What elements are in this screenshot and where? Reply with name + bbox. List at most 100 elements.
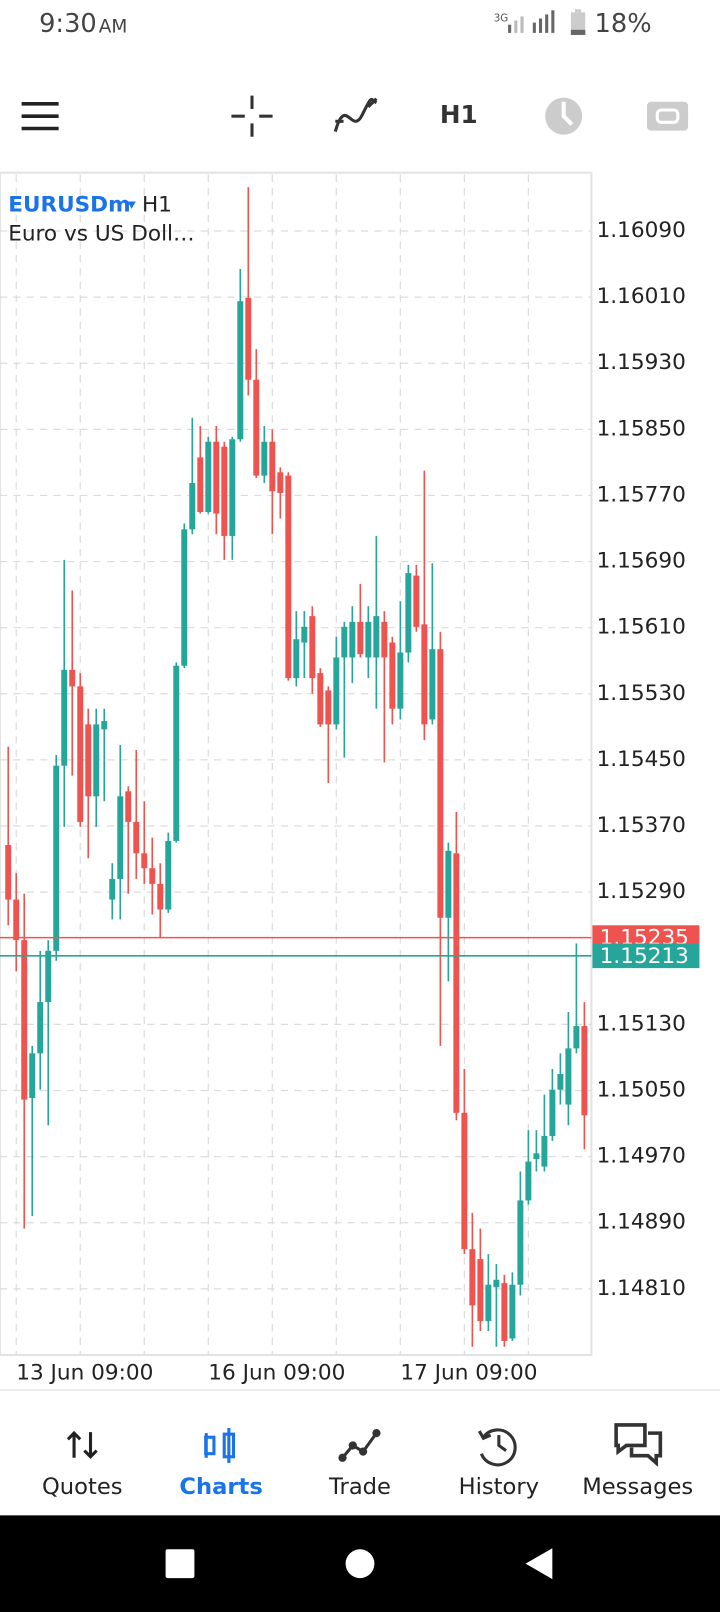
charts-icon — [204, 1427, 236, 1463]
crosshair-button[interactable] — [231, 95, 273, 137]
bottom-nav: Quotes Charts Trade History Messages — [42, 1474, 693, 1500]
candle-body — [525, 1161, 532, 1201]
candle-body — [541, 1135, 548, 1167]
candle-body — [429, 649, 436, 720]
y-tick-label: 1.15370 — [597, 813, 686, 838]
candle-body — [205, 441, 212, 512]
y-tick-label: 1.15450 — [597, 747, 686, 772]
candle-body — [157, 883, 164, 910]
candle-body — [325, 690, 332, 725]
candle-body — [165, 840, 172, 910]
candle-body — [93, 724, 100, 797]
candle-body — [333, 657, 340, 725]
candle-body — [85, 724, 92, 797]
candle-body — [493, 1279, 500, 1288]
symbol-dropdown[interactable] — [127, 201, 136, 209]
nav-label[interactable]: Quotes — [42, 1474, 123, 1500]
candle-body — [269, 441, 276, 492]
candle-body — [181, 529, 188, 666]
y-tick-label: 1.15130 — [597, 1011, 686, 1036]
quotes-icon — [66, 1430, 98, 1459]
trade-button[interactable] — [646, 101, 689, 131]
candle-body — [229, 439, 236, 536]
status-time: 9:30 — [39, 9, 97, 39]
candle-body — [381, 621, 388, 658]
candle-body — [549, 1089, 556, 1136]
candle-body — [173, 665, 180, 841]
candle-body — [149, 868, 156, 884]
y-tick-label: 1.15770 — [597, 482, 686, 507]
candle-body — [245, 297, 252, 380]
candle-body — [365, 621, 372, 658]
candle-body — [141, 853, 148, 869]
candle-body — [101, 721, 108, 730]
candle-body — [221, 446, 228, 536]
x-tick-label: 13 Jun 09:00 — [16, 1360, 153, 1385]
y-tick-label: 1.14970 — [597, 1144, 686, 1169]
price-label: 1.15213 — [600, 944, 689, 969]
candle-body — [77, 686, 84, 822]
candle-body — [69, 669, 76, 687]
candle-body — [29, 1053, 36, 1098]
x-tick-label: 16 Jun 09:00 — [208, 1360, 345, 1385]
candle-body — [109, 878, 116, 900]
candle-body — [133, 821, 140, 854]
recents-button[interactable] — [165, 1549, 195, 1579]
objects-button[interactable] — [545, 97, 583, 135]
candle-body — [557, 1073, 564, 1090]
candle-body — [517, 1200, 524, 1285]
candle-body — [301, 626, 308, 643]
y-tick-label: 1.15690 — [597, 549, 686, 574]
candle-body — [197, 457, 204, 512]
candle-body — [13, 899, 20, 941]
network-type: 3G — [494, 13, 509, 25]
menu-button[interactable] — [21, 102, 59, 131]
y-tick-label: 1.16010 — [597, 284, 686, 309]
candle-body — [53, 765, 60, 951]
candle-body — [189, 483, 196, 530]
candle-body — [117, 796, 124, 879]
battery-level: 18% — [595, 9, 652, 39]
back-button[interactable] — [525, 1548, 553, 1580]
plot-area — [0, 174, 592, 1355]
nav-label[interactable]: Charts — [179, 1474, 262, 1500]
nav-label[interactable]: Trade — [328, 1474, 391, 1500]
candle-body — [285, 475, 292, 679]
nav-label[interactable]: Messages — [582, 1474, 693, 1500]
chart-frame — [0, 171, 593, 1357]
y-tick-label: 1.15290 — [597, 879, 686, 904]
y-tick-label: 1.15610 — [597, 615, 686, 640]
candle-body — [61, 669, 68, 766]
candle-body — [477, 1259, 484, 1322]
candle-body — [485, 1284, 492, 1322]
candle-body — [581, 1026, 588, 1116]
candle-body — [261, 441, 268, 476]
y-tick-label: 1.16090 — [597, 218, 686, 243]
candle-body — [509, 1284, 516, 1339]
candle-body — [445, 850, 452, 918]
candle-body — [565, 1048, 572, 1105]
nav-label[interactable]: History — [459, 1474, 539, 1500]
trade-icon — [338, 1429, 381, 1462]
status-ampm: AM — [99, 17, 128, 38]
candle-body — [21, 940, 28, 1100]
timeframe-button[interactable]: H1 — [440, 100, 478, 129]
candle-body — [37, 1002, 44, 1054]
candle-body — [453, 853, 460, 1113]
y-tick-label: 1.14890 — [597, 1210, 686, 1235]
history-icon — [477, 1428, 517, 1467]
symbol-description: Euro vs US Doll… — [8, 221, 194, 246]
candle-body — [469, 1249, 476, 1306]
indicators-button[interactable] — [333, 97, 378, 133]
symbol-name[interactable]: EURUSDm — [8, 193, 130, 218]
candle-body — [421, 624, 428, 725]
candle-body — [5, 845, 12, 900]
candle-body — [501, 1283, 508, 1341]
y-tick-label: 1.15850 — [597, 416, 686, 441]
candle-body — [437, 649, 444, 918]
home-button[interactable] — [345, 1549, 375, 1579]
candle-body — [413, 575, 420, 627]
candle-body — [213, 441, 220, 514]
candle-body — [317, 673, 324, 725]
